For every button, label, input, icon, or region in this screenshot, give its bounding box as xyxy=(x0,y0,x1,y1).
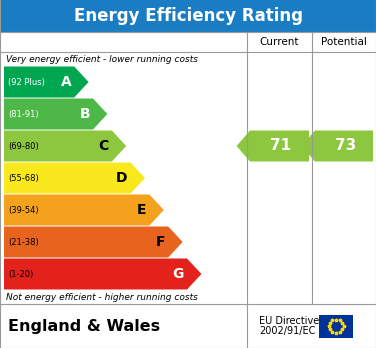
Text: F: F xyxy=(156,235,165,249)
Polygon shape xyxy=(237,130,309,161)
Bar xyxy=(0,0,376,32)
Polygon shape xyxy=(4,163,145,193)
Polygon shape xyxy=(4,259,202,290)
Polygon shape xyxy=(4,66,89,97)
Text: Not energy efficient - higher running costs: Not energy efficient - higher running co… xyxy=(6,293,198,301)
Text: Current: Current xyxy=(260,37,299,47)
Text: Very energy efficient - lower running costs: Very energy efficient - lower running co… xyxy=(6,55,198,63)
Text: (92 Plus): (92 Plus) xyxy=(8,78,45,87)
Polygon shape xyxy=(4,195,164,226)
Text: EU Directive: EU Directive xyxy=(259,316,319,326)
Text: A: A xyxy=(61,75,71,89)
Polygon shape xyxy=(4,130,126,161)
Polygon shape xyxy=(302,130,373,161)
Text: 71: 71 xyxy=(270,139,291,153)
Polygon shape xyxy=(4,98,108,129)
Text: (39-54): (39-54) xyxy=(8,206,39,214)
Text: C: C xyxy=(99,139,109,153)
Bar xyxy=(0,304,376,348)
Text: G: G xyxy=(173,267,184,281)
Text: (81-91): (81-91) xyxy=(8,110,39,119)
Text: E: E xyxy=(137,203,146,217)
Text: England & Wales: England & Wales xyxy=(8,318,160,333)
Polygon shape xyxy=(4,227,183,258)
Text: (1-20): (1-20) xyxy=(8,269,33,278)
Text: (69-80): (69-80) xyxy=(8,142,39,150)
Text: (21-38): (21-38) xyxy=(8,237,39,246)
Text: Energy Efficiency Rating: Energy Efficiency Rating xyxy=(73,7,303,25)
Text: (55-68): (55-68) xyxy=(8,174,39,182)
Text: B: B xyxy=(79,107,90,121)
Bar xyxy=(319,315,353,338)
Text: 73: 73 xyxy=(335,139,356,153)
Text: 2002/91/EC: 2002/91/EC xyxy=(259,326,315,336)
Text: D: D xyxy=(116,171,127,185)
Text: Potential: Potential xyxy=(321,37,367,47)
